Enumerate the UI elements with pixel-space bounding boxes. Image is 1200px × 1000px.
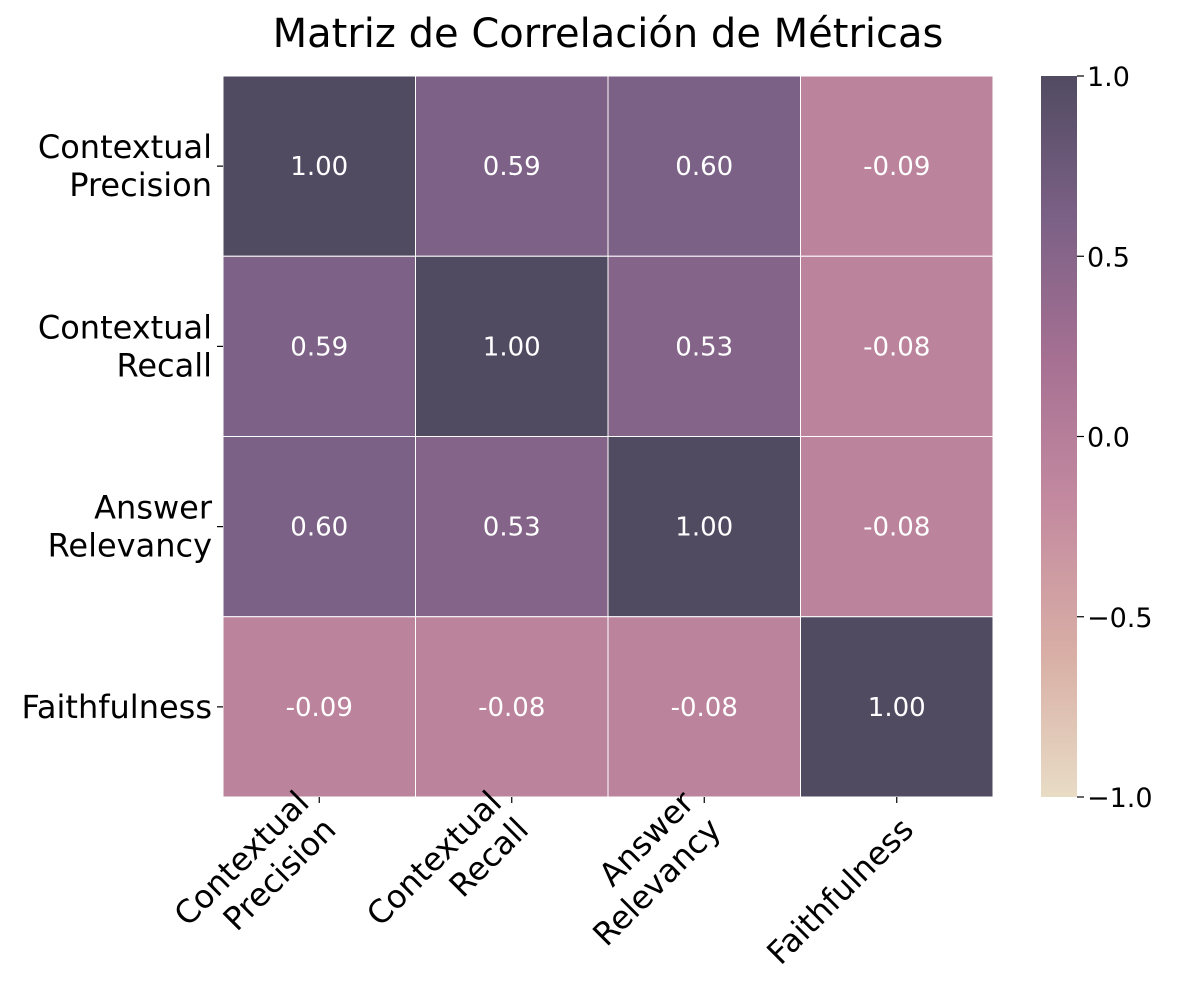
cell-value-label: -0.09 <box>863 152 930 182</box>
heatmap-cell <box>800 255 994 437</box>
heatmap-cell <box>415 616 609 798</box>
heatmap-cell <box>800 75 994 257</box>
cell-value-label: 0.53 <box>675 332 733 362</box>
cell-value-label: 0.60 <box>290 513 348 543</box>
cell-value-label: 1.00 <box>483 332 541 362</box>
column-label-group: Faithfulness <box>759 810 921 972</box>
cell-value-label: 1.00 <box>868 693 926 723</box>
cell-value-label: -0.08 <box>671 693 738 723</box>
heatmap-cell <box>222 75 416 257</box>
heatmap-cells: 1.00 0.59 0.60 -0.09 0.59 1.00 0.53 -0.08 0.60 0.… <box>222 75 994 798</box>
colorbar-tick-label: 0.5 <box>1087 242 1130 273</box>
heatmap-cell <box>607 75 801 257</box>
heatmap-cell <box>800 436 994 618</box>
chart-title: Matriz de Correlación de Métricas <box>273 11 944 57</box>
colorbar-tick-label: 0.0 <box>1087 423 1130 454</box>
cell-value-label: 1.00 <box>675 513 733 543</box>
row-label: Faithfulness <box>21 688 212 726</box>
row-label: Contextual <box>38 128 212 166</box>
cell-value-label: -0.08 <box>478 693 545 723</box>
colorbar-tick-label: 1.0 <box>1087 62 1130 93</box>
row-labels: ContextualPrecisionContextualRecallAnswe… <box>21 128 223 726</box>
row-label: Contextual <box>38 308 212 346</box>
cell-value-label: 1.00 <box>290 152 348 182</box>
heatmap-cell <box>607 255 801 437</box>
heatmap-cell <box>800 616 994 798</box>
heatmap-cell <box>415 255 609 437</box>
cell-value-label: 0.53 <box>483 513 541 543</box>
cell-value-label: -0.09 <box>286 693 353 723</box>
heatmap-cell <box>415 75 609 257</box>
cell-value-label: 0.59 <box>483 152 541 182</box>
row-label: Recall <box>117 346 212 384</box>
heatmap-cell <box>415 436 609 618</box>
heatmap-cell <box>222 616 416 798</box>
cell-value-label: -0.08 <box>863 513 930 543</box>
cell-value-label: 0.59 <box>290 332 348 362</box>
row-label: Relevancy <box>48 527 212 565</box>
heatmap-cell <box>607 616 801 798</box>
colorbar-tick-label: −1.0 <box>1087 783 1153 814</box>
colorbar-gradient <box>1041 76 1077 797</box>
cell-value-label: -0.08 <box>863 332 930 362</box>
cell-value-label: 0.60 <box>675 152 733 182</box>
row-label: Answer <box>94 489 213 527</box>
column-label: Faithfulness <box>759 810 921 972</box>
colorbar: 1.0 0.5 0.0 −0.5 −1.0 <box>1041 62 1153 814</box>
row-label: Precision <box>69 166 212 204</box>
colorbar-tick-label: −0.5 <box>1087 603 1153 634</box>
heatmap-cell <box>222 255 416 437</box>
